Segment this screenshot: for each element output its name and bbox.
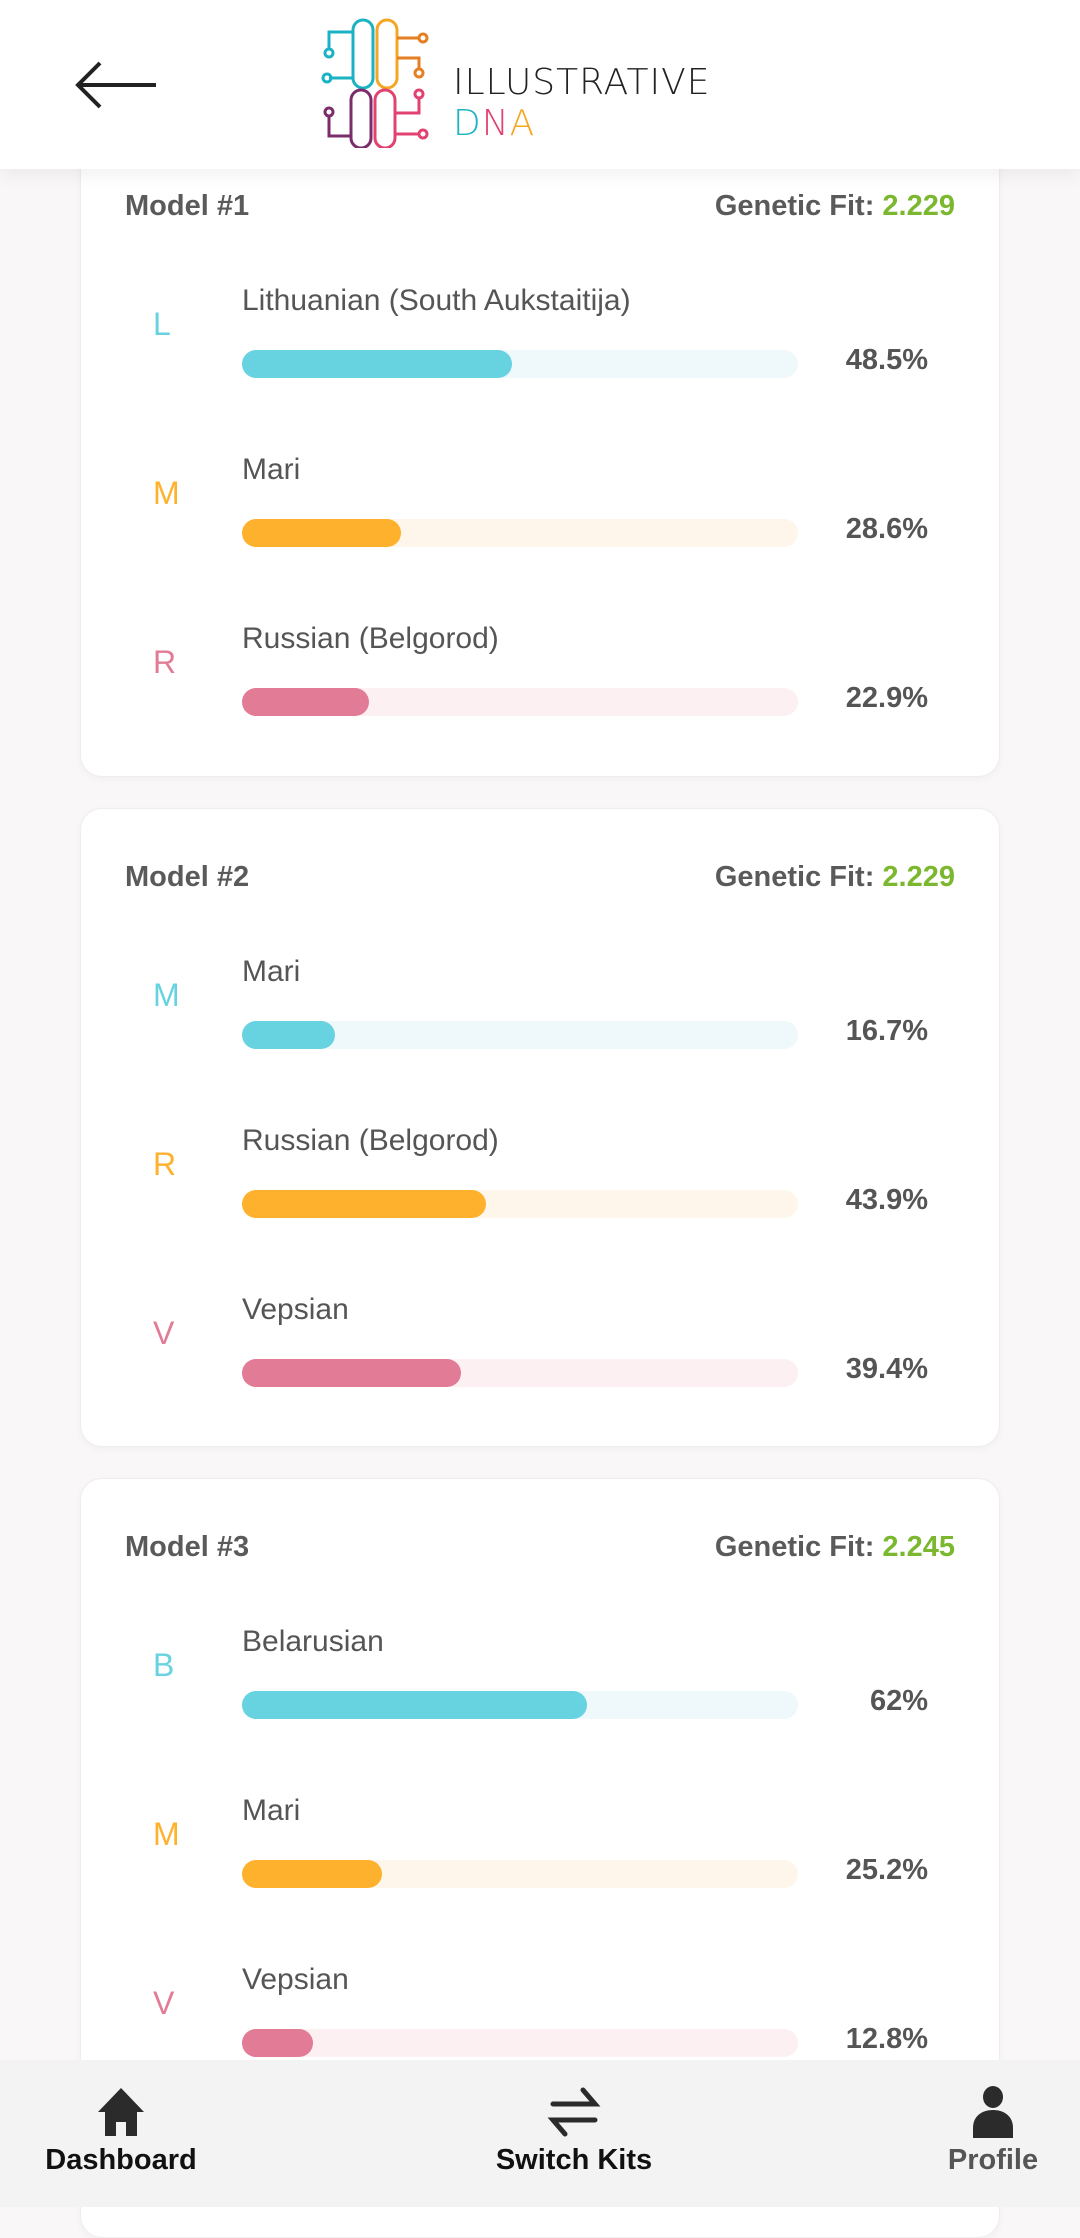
back-button[interactable] — [72, 60, 162, 110]
population-percent: 16.7% — [845, 1015, 928, 1047]
population-row: L Lithuanian (South Aukstaitija) 48.5% — [81, 284, 1001, 434]
population-initial: V — [153, 1985, 175, 2021]
model-title: Model #2 — [125, 861, 250, 893]
model-card: Model #1 Genetic Fit: 2.229 L Lithuanian… — [80, 137, 1000, 777]
population-row: B Belarusian 62% — [81, 1625, 1001, 1775]
person-icon — [973, 2086, 1013, 2138]
progress-bar — [242, 519, 798, 547]
nav-label: Switch Kits — [495, 2144, 653, 2176]
population-initial: M — [153, 475, 180, 511]
progress-bar — [242, 1860, 798, 1888]
population-initial: R — [153, 644, 177, 680]
progress-fill — [242, 1359, 462, 1387]
nav-dashboard[interactable]: Dashboard — [36, 2086, 206, 2177]
population-row: R Russian (Belgorod) 43.9% — [81, 1124, 1001, 1274]
progress-fill — [242, 350, 512, 378]
population-percent: 28.6% — [845, 513, 928, 545]
population-name: Russian (Belgorod) — [242, 1124, 499, 1157]
population-name: Russian (Belgorod) — [242, 622, 499, 655]
bottom-nav: Dashboard Switch Kits Profile — [0, 2060, 1080, 2207]
progress-bar — [242, 1359, 798, 1387]
logo-text: ILLUSTRATIVE DNA — [453, 62, 711, 144]
nav-label: Profile — [947, 2144, 1039, 2176]
population-percent: 39.4% — [845, 1353, 928, 1385]
population-initial: M — [153, 1816, 180, 1852]
population-percent: 22.9% — [845, 682, 928, 714]
population-initial: R — [153, 1146, 177, 1182]
population-initial: B — [153, 1647, 175, 1683]
population-row: M Mari 16.7% — [81, 955, 1001, 1105]
progress-bar — [242, 1691, 798, 1719]
nav-label: Dashboard — [45, 2144, 197, 2176]
progress-fill — [242, 2029, 314, 2057]
model-card: Model #2 Genetic Fit: 2.229 M Mari 16.7%… — [80, 808, 1000, 1447]
progress-bar — [242, 1021, 798, 1049]
arrow-left-icon — [75, 61, 156, 109]
genetic-fit: Genetic Fit: 2.229 — [714, 190, 955, 222]
population-row: M Mari 28.6% — [81, 453, 1001, 603]
progress-fill — [242, 1860, 383, 1888]
genetic-fit: Genetic Fit: 2.245 — [714, 1531, 955, 1563]
population-name: Belarusian — [242, 1625, 384, 1658]
population-percent: 25.2% — [845, 1854, 928, 1886]
switch-arrows-icon — [547, 2087, 601, 2137]
population-name: Vepsian — [242, 1293, 349, 1326]
progress-fill — [242, 1021, 335, 1049]
population-name: Mari — [242, 955, 301, 988]
population-row: M Mari 25.2% — [81, 1794, 1001, 1944]
app-header: ILLUSTRATIVE DNA — [0, 0, 1080, 169]
population-percent: 43.9% — [845, 1184, 928, 1216]
nav-profile[interactable]: Profile — [930, 2086, 1056, 2177]
progress-fill — [242, 1190, 487, 1218]
population-initial: V — [153, 1315, 175, 1351]
population-initial: L — [153, 306, 171, 342]
dna-logo-icon — [321, 18, 429, 148]
model-title: Model #1 — [125, 190, 250, 222]
population-name: Mari — [242, 1794, 301, 1827]
population-name: Lithuanian (South Aukstaitija) — [242, 284, 631, 317]
population-row: V Vepsian 12.8% — [81, 1963, 1001, 2113]
genetic-fit: Genetic Fit: 2.229 — [714, 861, 955, 893]
population-initial: M — [153, 977, 180, 1013]
progress-bar — [242, 1190, 798, 1218]
progress-fill — [242, 688, 370, 716]
progress-fill — [242, 519, 402, 547]
model-title: Model #3 — [125, 1531, 250, 1563]
home-icon — [98, 2088, 144, 2136]
progress-fill — [242, 1691, 587, 1719]
population-name: Vepsian — [242, 1963, 349, 1996]
progress-bar — [242, 688, 798, 716]
population-percent: 62% — [869, 1685, 928, 1717]
population-row: V Vepsian 39.4% — [81, 1293, 1001, 1443]
progress-bar — [242, 2029, 798, 2057]
nav-switch-kits[interactable]: Switch Kits — [474, 2086, 674, 2177]
population-name: Mari — [242, 453, 301, 486]
progress-bar — [242, 350, 798, 378]
population-percent: 48.5% — [845, 344, 928, 376]
population-row: R Russian (Belgorod) 22.9% — [81, 622, 1001, 772]
population-percent: 12.8% — [845, 2023, 928, 2055]
logo: ILLUSTRATIVE DNA — [315, 18, 775, 148]
